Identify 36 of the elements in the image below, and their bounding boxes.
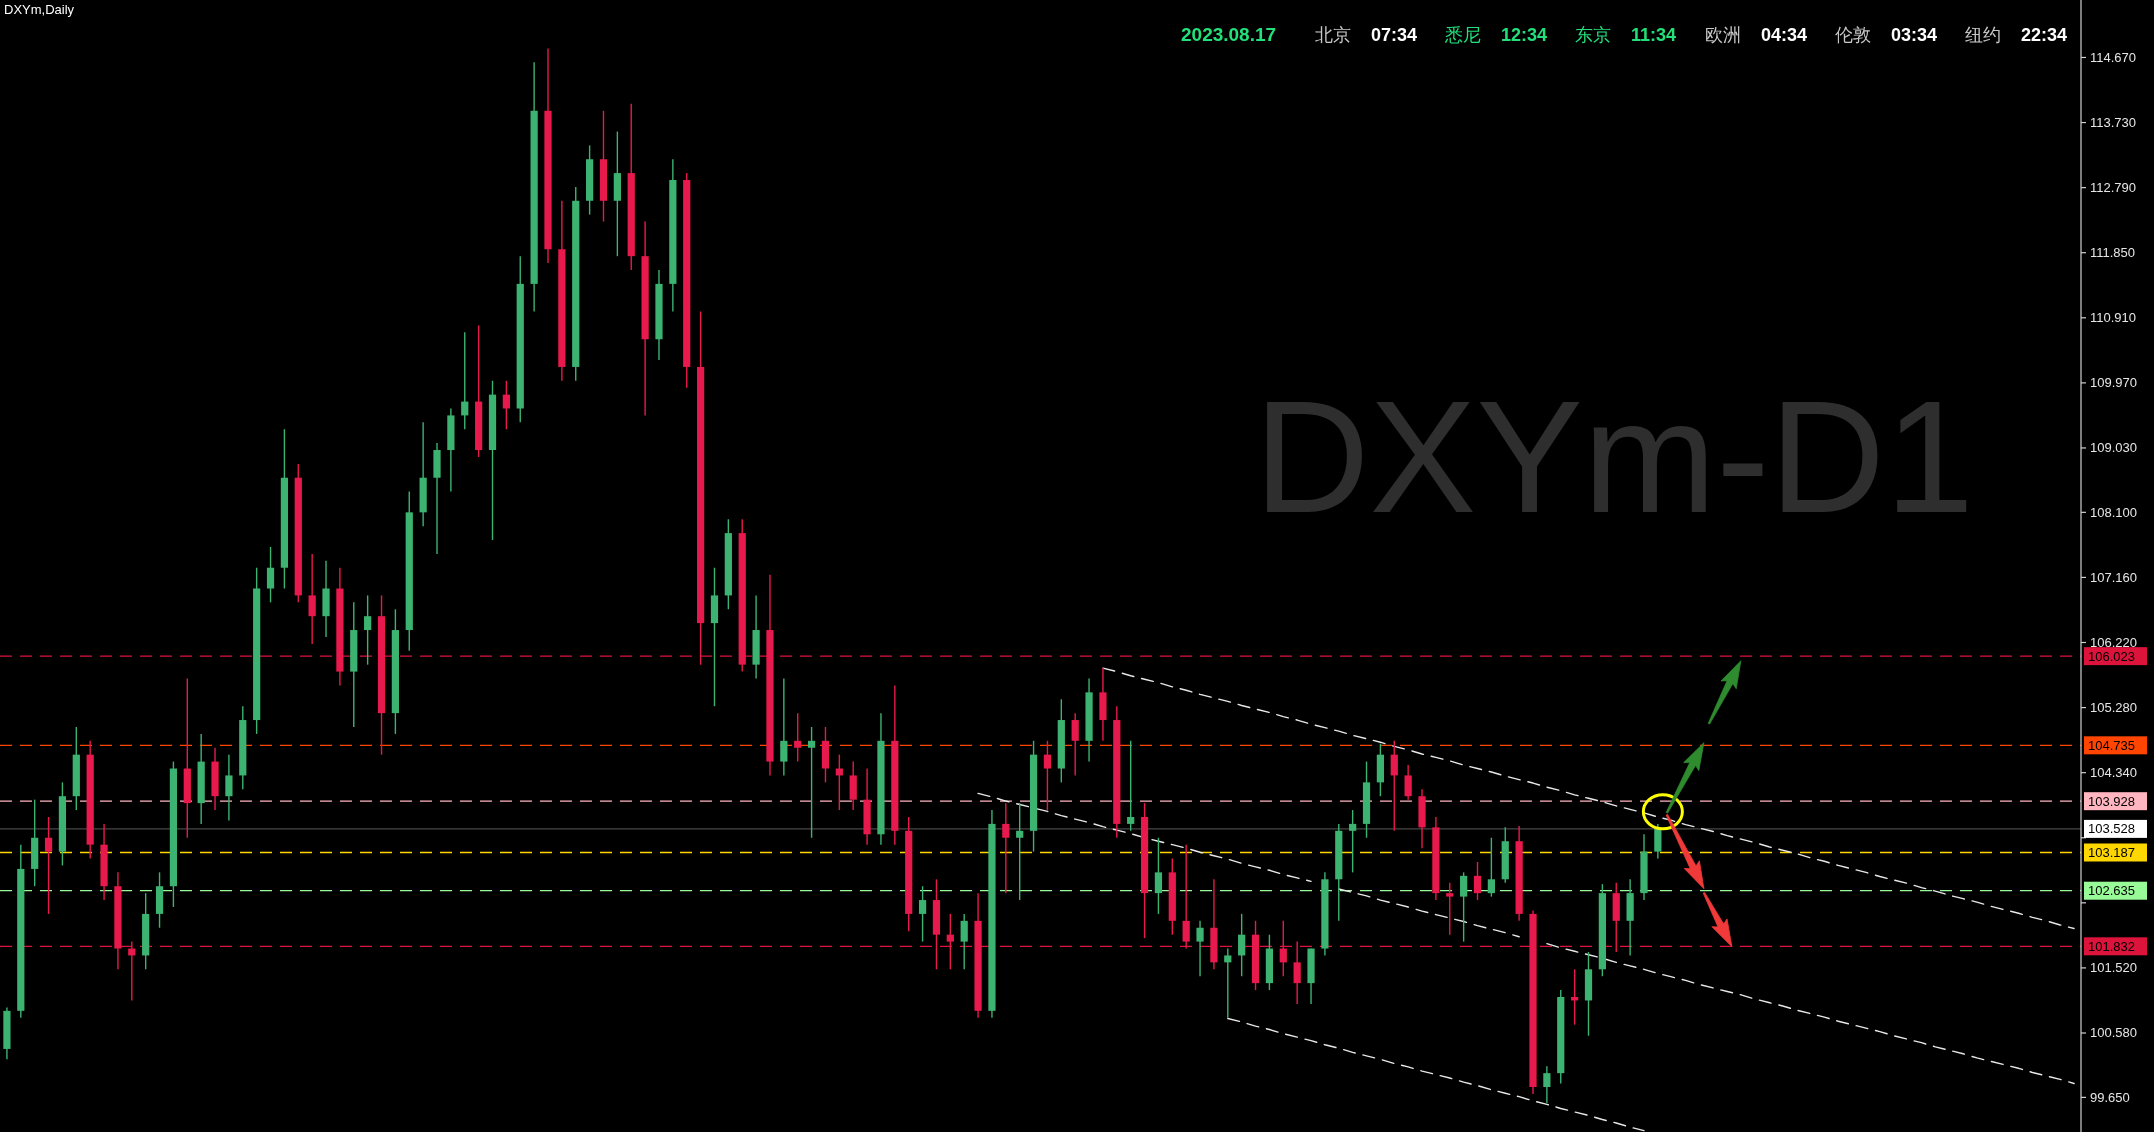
ref-label: 103.528 <box>2088 821 2135 837</box>
tick-label: 101.520 <box>2090 960 2137 976</box>
tick-label: 104.340 <box>2090 765 2137 781</box>
tick-label: 105.280 <box>2090 700 2137 716</box>
annotation: 北京 <box>1315 25 1351 45</box>
ref-label: 106.023 <box>2088 648 2135 664</box>
annotation: 07:34 <box>1371 25 1418 45</box>
tick-label: 108.100 <box>2090 504 2137 520</box>
ref-label: 102.635 <box>2088 883 2135 899</box>
tick-label: 106.220 <box>2090 635 2137 650</box>
ref-label: 101.832 <box>2088 938 2135 954</box>
annotation: 纽约 <box>1965 25 2001 45</box>
annotation: 伦敦 <box>1835 25 1871 45</box>
tick-label: 109.970 <box>2090 375 2137 391</box>
title: DXYm,Daily <box>4 2 75 17</box>
annotation: 11:34 <box>1631 25 1677 45</box>
annotation: 03:34 <box>1891 25 1938 45</box>
ref-label: 103.928 <box>2088 793 2135 809</box>
annotation: 东京 <box>1575 25 1611 45</box>
annotation: 04:34 <box>1761 25 1808 45</box>
tick-label: 114.670 <box>2090 49 2137 65</box>
tick-label: 111.850 <box>2090 245 2136 261</box>
tick-label: 113.730 <box>2090 115 2137 131</box>
annotation: 22:34 <box>2021 25 2068 45</box>
tick-label: 99.650 <box>2090 1089 2130 1105</box>
ref-label: 103.187 <box>2088 845 2135 860</box>
annotation: 2023.08.17 <box>1181 24 1277 45</box>
tick-label: 107.160 <box>2090 569 2137 585</box>
tick-label: 112.790 <box>2090 180 2137 196</box>
ref-label: 104.735 <box>2088 737 2135 753</box>
tick-label: 100.580 <box>2090 1025 2137 1041</box>
tick-label: 110.910 <box>2090 310 2137 326</box>
annotation: 欧洲 <box>1705 25 1741 45</box>
annotation: 悉尼 <box>1445 25 1481 45</box>
annotation: 12:34 <box>1501 25 1548 45</box>
tick-label: 109.030 <box>2090 440 2137 456</box>
